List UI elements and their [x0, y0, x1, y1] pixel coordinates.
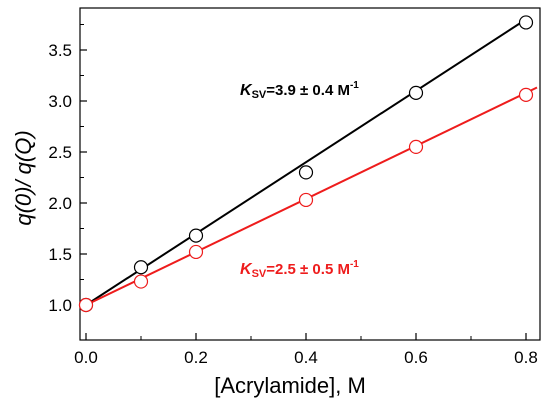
data-point-series-1 — [298, 192, 314, 208]
plot-frame — [79, 7, 541, 341]
data-point-series-1 — [408, 139, 424, 154]
data-point-series-1 — [78, 297, 94, 313]
data-point-series-0 — [298, 165, 314, 180]
y-axis-title: q(0)/ q(Q) — [11, 130, 36, 225]
tick-labels: 0.0 0.2 0.4 0.6 0.8 1.0 1.5 2.0 2.5 3.0 3.5 — [48, 41, 537, 367]
data-point-series-0 — [188, 228, 204, 243]
data-point-series-0 — [518, 15, 534, 30]
fit-line-series-0 — [85, 18, 527, 306]
annotation-red: KSV=2.5 ± 0.5 M-1 — [240, 259, 359, 280]
y-tick-label: 2.5 — [48, 143, 72, 162]
y-tick-label: 2.0 — [48, 194, 72, 213]
x-tick-label: 0.0 — [74, 348, 98, 367]
data-point-series-0 — [408, 85, 424, 100]
y-tick-label: 3.0 — [48, 92, 72, 111]
data-points — [78, 15, 534, 313]
x-tick-label: 0.6 — [404, 348, 428, 367]
data-point-series-0 — [133, 260, 149, 275]
y-tick-label: 1.0 — [48, 296, 72, 315]
data-point-series-1 — [133, 274, 149, 289]
x-axis-title: [Acrylamide], M — [214, 373, 366, 398]
y-tick-label: 1.5 — [48, 245, 72, 264]
data-point-series-1 — [518, 87, 534, 102]
x-tick-label: 0.2 — [184, 348, 208, 367]
x-tick-label: 0.4 — [294, 348, 318, 367]
x-tick-label: 0.8 — [514, 348, 538, 367]
annotation-black: KSV=3.9 ± 0.4 M-1 — [240, 80, 359, 101]
data-point-series-1 — [188, 244, 204, 260]
y-tick-label: 3.5 — [48, 41, 72, 60]
